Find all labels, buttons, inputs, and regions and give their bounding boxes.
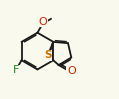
Text: F: F <box>13 65 20 75</box>
Text: S: S <box>44 50 51 60</box>
Text: O: O <box>39 17 48 27</box>
Text: O: O <box>67 66 76 76</box>
